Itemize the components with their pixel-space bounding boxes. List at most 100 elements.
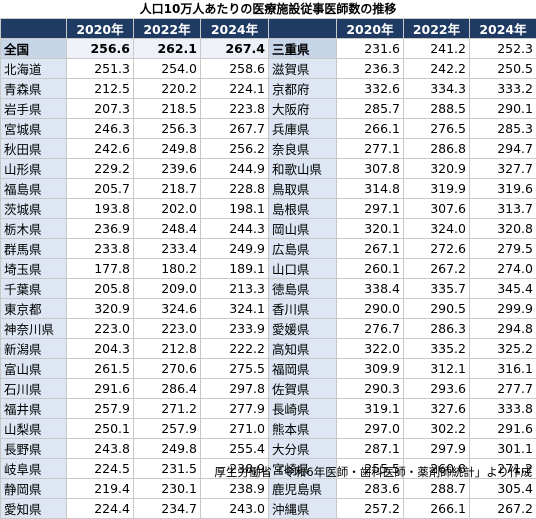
header-prefecture-right (269, 19, 337, 39)
value-cell-2024: 271.0 (201, 419, 269, 439)
value-cell-2020: 233.8 (67, 239, 134, 259)
header-2024-right: 2024年 (470, 19, 536, 39)
value-cell-2024: 305.4 (470, 479, 536, 499)
value-cell-2020: 256.6 (67, 39, 134, 59)
value-cell-2024: 345.4 (470, 279, 536, 299)
value-cell-2022: 230.1 (134, 479, 201, 499)
value-cell-2020: 205.7 (67, 179, 134, 199)
value-cell-2022: 254.0 (134, 59, 201, 79)
value-cell-2022: 218.5 (134, 99, 201, 119)
value-cell-2024: 333.2 (470, 79, 536, 99)
value-cell-2022: 234.7 (134, 499, 201, 519)
prefecture-cell: 富山県 (1, 359, 67, 379)
value-cell-2022: 335.7 (404, 279, 470, 299)
prefecture-cell: 熊本県 (269, 419, 337, 439)
value-cell-2024: 274.0 (470, 259, 536, 279)
value-cell-2024: 213.3 (201, 279, 269, 299)
prefecture-cell: 島根県 (269, 199, 337, 219)
prefecture-cell: 鳥取県 (269, 179, 337, 199)
prefecture-cell: 東京都 (1, 299, 67, 319)
value-cell-2022: 276.5 (404, 119, 470, 139)
value-cell-2024: 319.6 (470, 179, 536, 199)
value-cell-2022: 218.7 (134, 179, 201, 199)
value-cell-2024: 252.3 (470, 39, 536, 59)
prefecture-cell: 香川県 (269, 299, 337, 319)
prefecture-cell: 岩手県 (1, 99, 67, 119)
value-cell-2024: 324.1 (201, 299, 269, 319)
prefecture-cell: 山口県 (269, 259, 337, 279)
value-cell-2020: 287.1 (337, 439, 404, 459)
prefecture-cell: 福井県 (1, 399, 67, 419)
source-note: 厚生労働省「令和6年医師・歯科医師・薬剤師統計」より作成 (0, 463, 532, 481)
header-2024-left: 2024年 (201, 19, 269, 39)
value-cell-2024: 238.9 (201, 479, 269, 499)
value-cell-2020: 257.9 (67, 399, 134, 419)
value-cell-2020: 322.0 (337, 339, 404, 359)
value-cell-2020: 223.0 (67, 319, 134, 339)
value-cell-2024: 320.8 (470, 219, 536, 239)
value-cell-2024: 243.0 (201, 499, 269, 519)
value-cell-2020: 314.8 (337, 179, 404, 199)
prefecture-cell: 佐賀県 (269, 379, 337, 399)
value-cell-2024: 294.7 (470, 139, 536, 159)
value-cell-2020: 266.1 (337, 119, 404, 139)
prefecture-cell: 三重県 (269, 39, 337, 59)
value-cell-2022: 256.3 (134, 119, 201, 139)
value-cell-2024: 285.3 (470, 119, 536, 139)
value-cell-2022: 312.1 (404, 359, 470, 379)
value-cell-2022: 290.5 (404, 299, 470, 319)
value-cell-2022: 271.2 (134, 399, 201, 419)
value-cell-2020: 291.6 (67, 379, 134, 399)
value-cell-2024: 249.9 (201, 239, 269, 259)
header-2020-right: 2020年 (337, 19, 404, 39)
value-cell-2020: 320.9 (67, 299, 134, 319)
value-cell-2020: 283.6 (337, 479, 404, 499)
value-cell-2020: 267.1 (337, 239, 404, 259)
value-cell-2024: 233.9 (201, 319, 269, 339)
value-cell-2024: 223.8 (201, 99, 269, 119)
value-cell-2022: 320.9 (404, 159, 470, 179)
prefecture-cell: 山梨県 (1, 419, 67, 439)
value-cell-2024: 313.7 (470, 199, 536, 219)
value-cell-2022: 286.3 (404, 319, 470, 339)
value-cell-2020: 260.1 (337, 259, 404, 279)
prefecture-cell: 秋田県 (1, 139, 67, 159)
prefecture-cell: 長崎県 (269, 399, 337, 419)
value-cell-2024: 256.2 (201, 139, 269, 159)
prefecture-cell: 高知県 (269, 339, 337, 359)
value-cell-2022: 286.8 (404, 139, 470, 159)
value-cell-2024: 224.1 (201, 79, 269, 99)
value-cell-2022: 248.4 (134, 219, 201, 239)
value-cell-2022: 202.0 (134, 199, 201, 219)
value-cell-2022: 223.0 (134, 319, 201, 339)
value-cell-2020: 285.7 (337, 99, 404, 119)
value-cell-2022: 302.2 (404, 419, 470, 439)
value-cell-2024: 297.8 (201, 379, 269, 399)
value-cell-2022: 272.6 (404, 239, 470, 259)
prefecture-cell: 宮城県 (1, 119, 67, 139)
value-cell-2020: 246.3 (67, 119, 134, 139)
value-cell-2024: 244.9 (201, 159, 269, 179)
prefecture-cell: 愛知県 (1, 499, 67, 519)
prefecture-cell: 埼玉県 (1, 259, 67, 279)
prefecture-cell: 茨城県 (1, 199, 67, 219)
value-cell-2024: 258.6 (201, 59, 269, 79)
prefecture-cell: 山形県 (1, 159, 67, 179)
value-cell-2020: 193.8 (67, 199, 134, 219)
value-cell-2024: 267.7 (201, 119, 269, 139)
value-cell-2020: 297.1 (337, 199, 404, 219)
value-cell-2022: 327.6 (404, 399, 470, 419)
value-cell-2024: 277.9 (201, 399, 269, 419)
value-cell-2020: 204.3 (67, 339, 134, 359)
